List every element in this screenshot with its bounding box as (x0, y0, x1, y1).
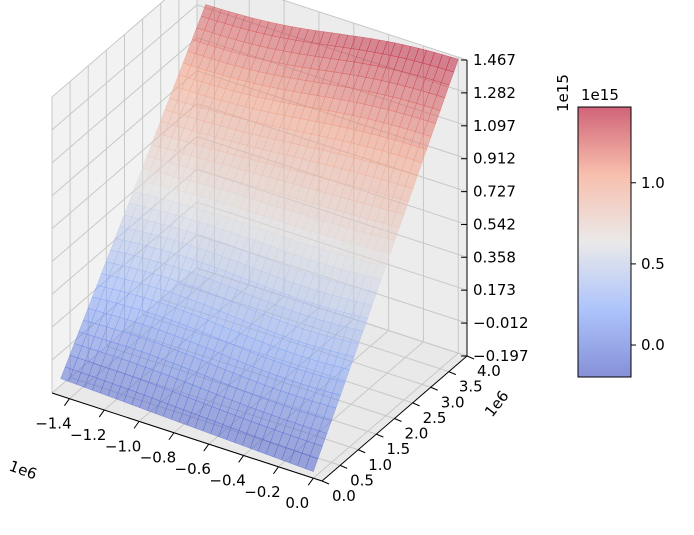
y-tick-mark (376, 433, 384, 438)
y-tick-label: 1.5 (386, 440, 410, 458)
y-axis-offset-label: 1e6 (481, 387, 513, 420)
colorbar-tick-label: 0.5 (641, 255, 665, 273)
x-tick-label: −0.6 (175, 460, 211, 478)
x-tick-mark (98, 409, 105, 418)
colorbar-tick-label: 1.0 (641, 174, 665, 192)
z-gridline-left (51, 0, 166, 98)
x-tick-mark (273, 466, 279, 475)
x-axis-offset-label: 1e6 (7, 457, 40, 484)
y-tick-mark (412, 402, 420, 407)
z-tick-label: 1.282 (473, 84, 516, 102)
y-tick-label: 2.0 (405, 425, 429, 443)
x-axis-line (51, 392, 323, 482)
colorbar-body (577, 106, 632, 378)
z-gridline-left (51, 4, 198, 131)
colorbar-offset-label: 1e15 (581, 86, 619, 104)
colorbar-tick-label: 0.0 (641, 336, 665, 354)
x-tick-mark (307, 477, 314, 486)
z-gridline-left (51, 37, 198, 164)
y-tick-label: 3.5 (459, 378, 483, 396)
z-tick-label: 0.727 (473, 183, 516, 201)
z-gridline-right (281, 0, 468, 61)
y-tick-mark (466, 355, 475, 360)
z-axis-ticks: −0.197 −0.012 0.173 0.358 0.542 0.727 0.912 1.0… (461, 51, 529, 365)
z-tick-label: −0.012 (473, 314, 529, 332)
z-tick-label: 1.467 (473, 51, 516, 69)
x-tick-label: −0.2 (244, 483, 280, 501)
z-tick-label: −0.197 (473, 347, 529, 365)
surface-mesh (60, 4, 459, 472)
z-tick-label: 0.912 (473, 150, 516, 168)
x-tick-mark (133, 421, 140, 429)
x-tick-label: −1.4 (35, 415, 71, 433)
y-tick-label: 4.0 (477, 362, 501, 380)
y-tick-label: 0.0 (332, 487, 356, 505)
x-tick-mark (168, 432, 175, 441)
surface-facet (305, 455, 319, 472)
x-tick-mark (64, 398, 70, 406)
x-tick-label: −1.0 (105, 437, 141, 455)
y-tick-label: 2.5 (423, 409, 447, 427)
z-tick-label: 0.358 (473, 248, 516, 266)
y-tick-label: 0.5 (350, 471, 374, 489)
x-tick-label: −0.8 (140, 449, 176, 467)
x-axis-ticks: −1.4−1.2−1.0−0.8−0.6−0.4−0.2 0.0 (35, 398, 314, 512)
x-tick-label: −0.4 (209, 471, 245, 489)
z-tick-label: 1.097 (473, 117, 516, 135)
y-axis-ticks: 0.00.51.01.52.02.53.03.54.0 (321, 355, 501, 505)
y-tick-mark (358, 449, 366, 454)
y-tick-mark (339, 464, 348, 469)
y-tick-mark (321, 480, 330, 485)
y-tick-label: 1.0 (368, 456, 392, 474)
x-tick-label: 0.0 (285, 494, 309, 512)
y-tick-mark (430, 386, 438, 391)
z-tick-label: 0.173 (473, 281, 516, 299)
x-tick-mark (203, 443, 210, 452)
z-tick-label: 0.542 (473, 216, 516, 234)
colorbar-ticks: 0.0 0.5 1.0 (631, 174, 665, 354)
y-tick-mark (394, 418, 402, 422)
z-axis-offset-label: 1e15 (554, 74, 572, 112)
y-tick-label: 3.0 (441, 393, 465, 411)
x-tick-label: −1.2 (70, 426, 106, 444)
x-tick-mark (238, 455, 245, 463)
colorbar: 0.0 0.5 1.0 1e15 (577, 86, 665, 378)
y-tick-mark (448, 371, 457, 376)
